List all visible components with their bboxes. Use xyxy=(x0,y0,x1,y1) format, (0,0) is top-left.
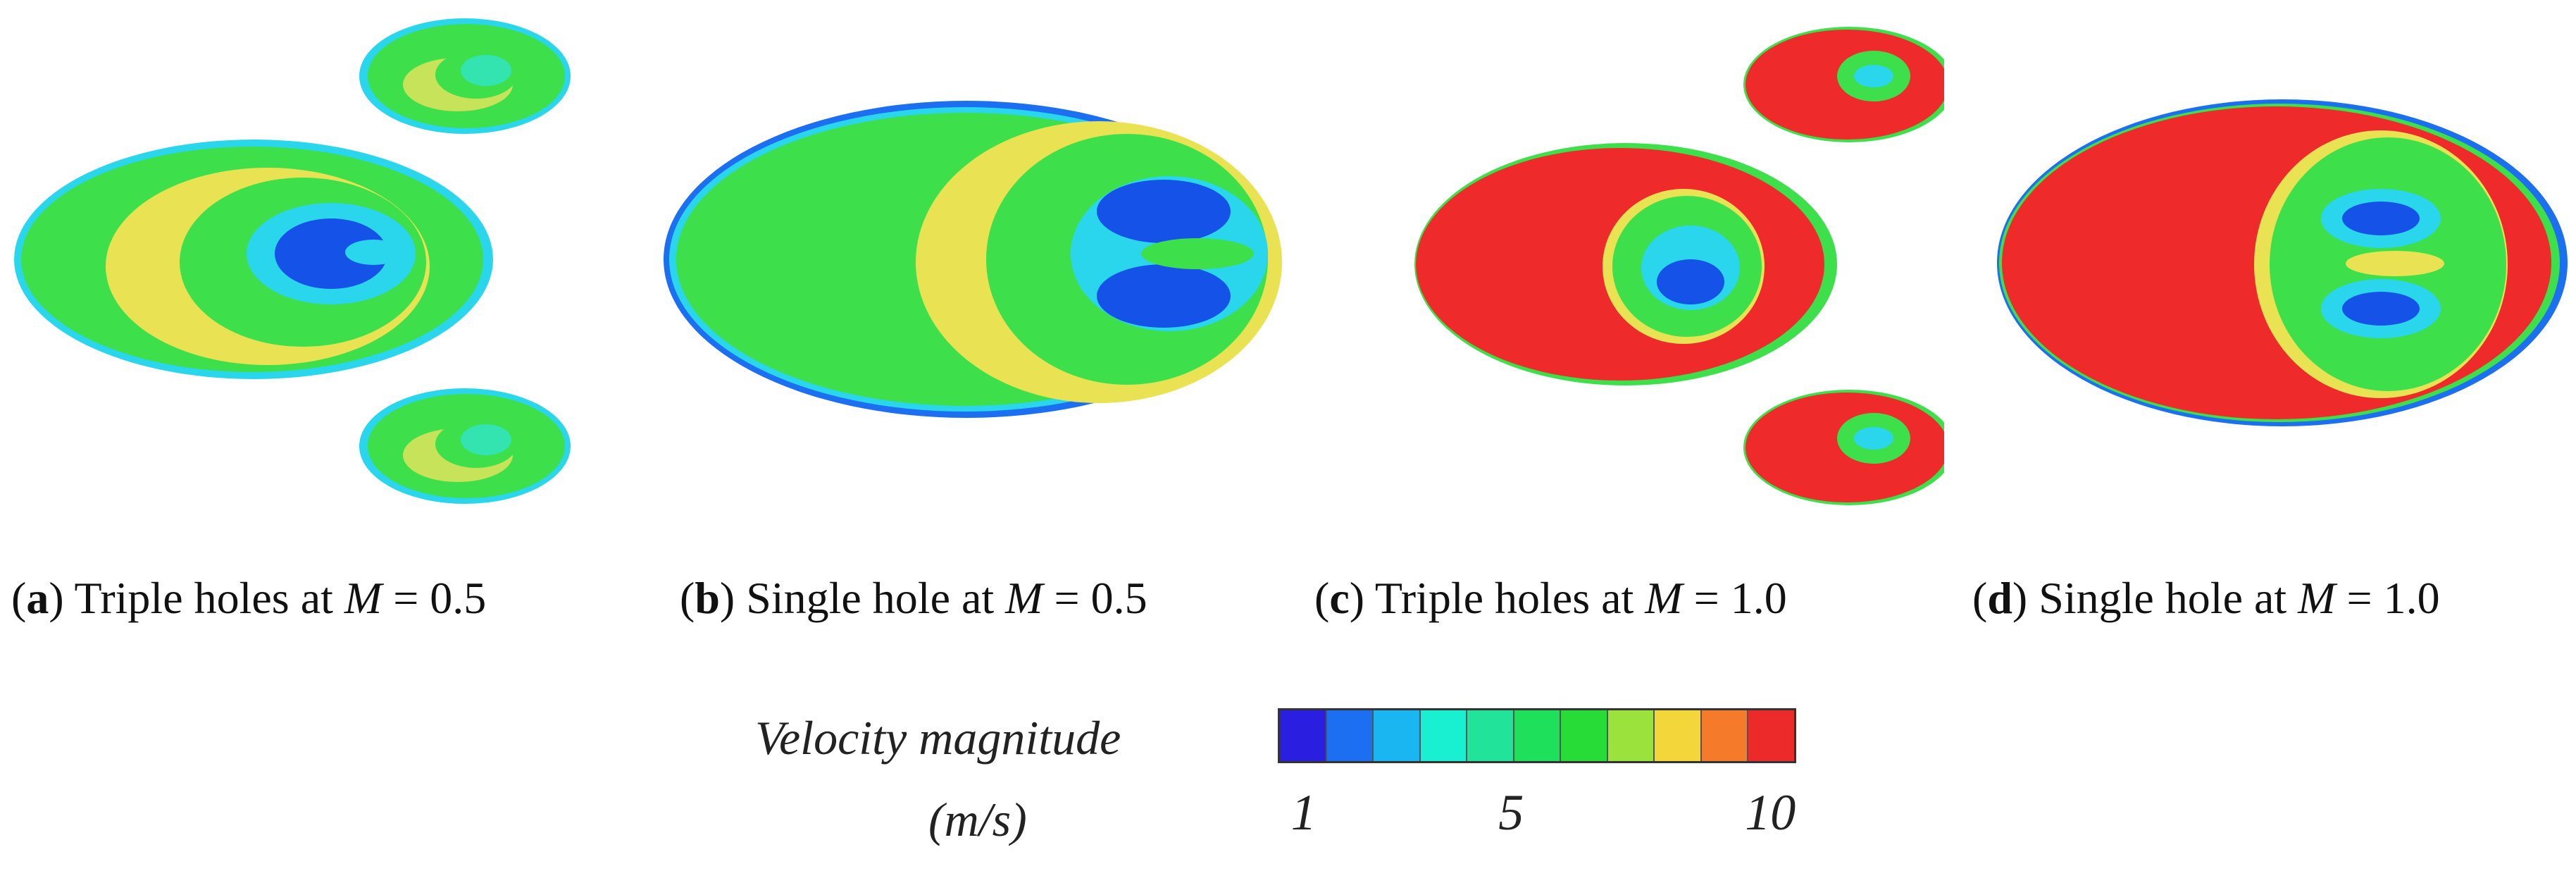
panel-b-main-hole xyxy=(664,101,1282,418)
colorbar-cell xyxy=(1561,710,1608,761)
colorbar-cell xyxy=(1607,710,1655,761)
colorbar-tick-5: 5 xyxy=(1498,784,1524,841)
colorbar-cell xyxy=(1280,710,1327,761)
legend-title: Velocity magnitude xyxy=(755,711,1121,765)
panel-b-contour xyxy=(662,0,1296,536)
colorbar-cell xyxy=(1748,710,1795,761)
colorbar-cell xyxy=(1514,710,1562,761)
panel-c-bottom-hole xyxy=(1743,390,1944,505)
panel-a-bottom-hole xyxy=(359,388,571,504)
caption-b: (b) Single hole at M = 0.5 xyxy=(680,573,1147,623)
colorbar-cell xyxy=(1467,710,1514,761)
panel-a-top-hole xyxy=(359,18,571,134)
colorbar-tick-1: 1 xyxy=(1290,784,1317,841)
colorbar xyxy=(1278,708,1796,763)
colorbar-cell xyxy=(1420,710,1468,761)
caption-d: (d) Single hole at M = 1.0 xyxy=(1972,573,2440,623)
colorbar-cell xyxy=(1326,710,1374,761)
colorbar-cell xyxy=(1374,710,1421,761)
panel-c-top-hole xyxy=(1743,27,1944,142)
panel-c-contour xyxy=(1310,0,1944,536)
caption-c: (c) Triple holes at M = 1.0 xyxy=(1314,573,1787,623)
panel-c-main-hole xyxy=(1414,143,1837,385)
panel-d-contour xyxy=(1972,0,2576,536)
panel-a-main-hole xyxy=(14,140,493,379)
legend-unit: (m/s) xyxy=(928,793,1027,846)
caption-a: (a) Triple holes at M = 0.5 xyxy=(11,573,487,623)
colorbar-tick-10: 10 xyxy=(1745,784,1796,841)
colorbar-cell xyxy=(1655,710,1702,761)
panel-d-main-hole xyxy=(1997,99,2568,426)
colorbar-cell xyxy=(1701,710,1749,761)
panel-a-contour xyxy=(0,0,634,536)
